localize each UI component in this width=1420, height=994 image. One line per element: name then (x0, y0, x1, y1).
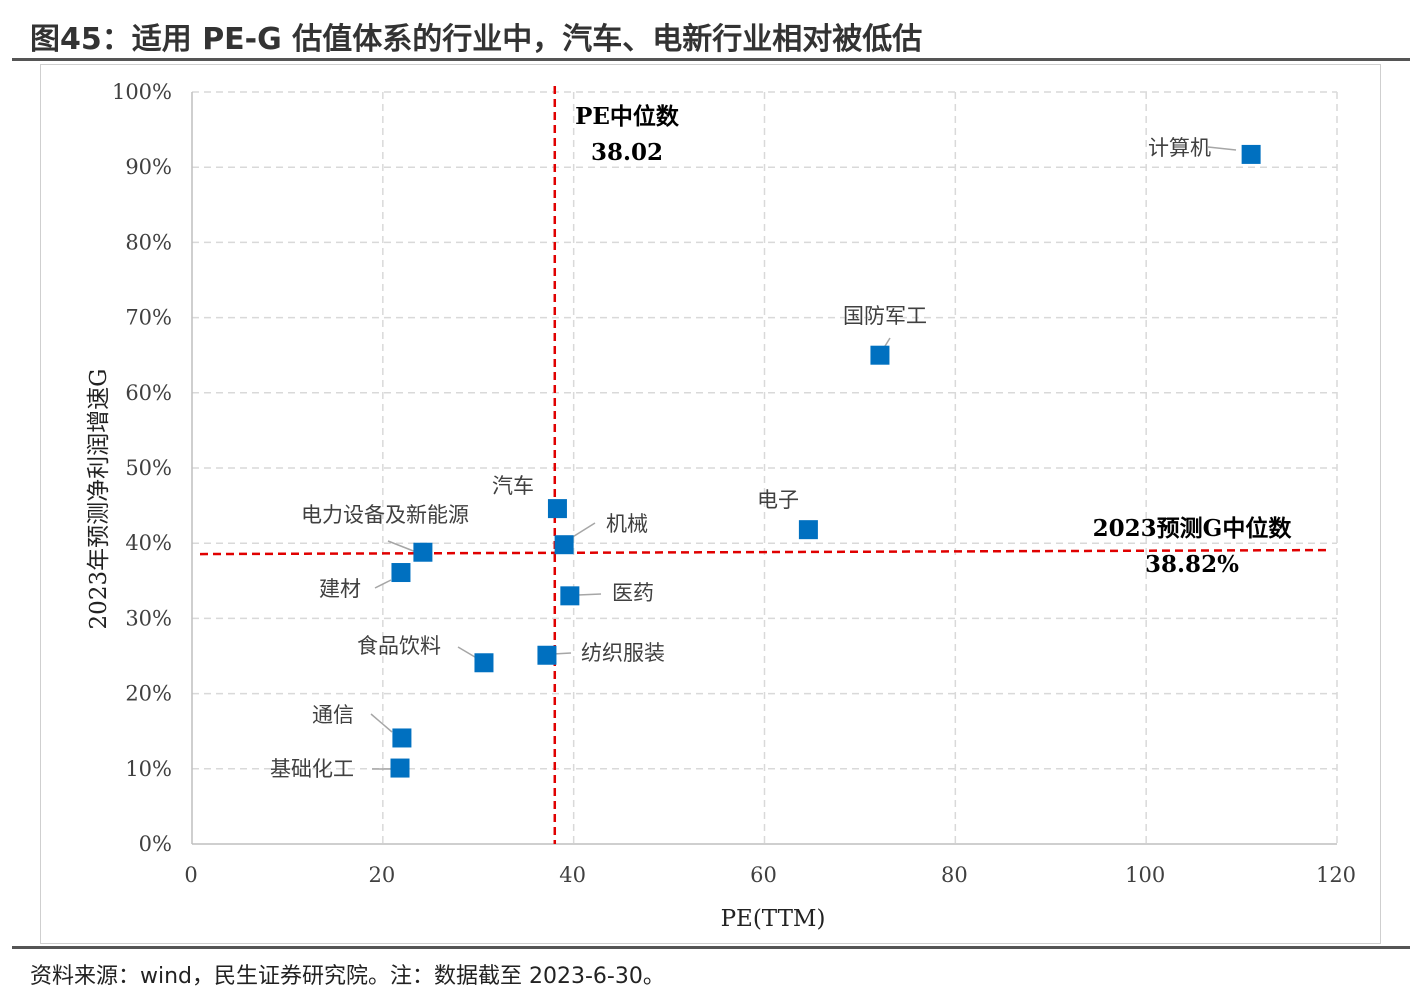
y-tick-label: 40% (125, 531, 172, 555)
y-tick-label: 20% (125, 682, 172, 706)
x-tick-label: 40 (559, 863, 586, 887)
median-pe-label-line2: 38.02 (591, 139, 663, 166)
y-tick-label: 70% (125, 306, 172, 330)
x-tick-label: 120 (1316, 863, 1356, 887)
point-label: 国防军工 (843, 304, 927, 328)
median-g-line (199, 548, 1329, 556)
point-label: 食品饮料 (357, 634, 441, 658)
y-tick-label: 80% (125, 230, 172, 254)
point-label: 医药 (612, 581, 654, 605)
leader-line (387, 540, 417, 553)
label-leader-lines (370, 146, 1237, 770)
point-label: 机械 (606, 512, 648, 536)
median-pe-label-line1: PE中位数 (575, 103, 680, 130)
data-point (537, 645, 557, 665)
point-label: 纺织服装 (581, 641, 665, 665)
leader-line (577, 593, 602, 596)
data-point (474, 653, 494, 673)
source-note: 资料来源：wind，民生证券研究院。注：数据截至 2023-6-30。 (30, 964, 665, 989)
leader-line (1207, 146, 1237, 151)
data-point (870, 345, 890, 365)
title-divider (12, 58, 1410, 61)
data-points (390, 144, 1261, 778)
source-divider (12, 946, 1410, 949)
point-label: 计算机 (1148, 136, 1211, 160)
y-axis-title: 2023年预测净利润增速G (86, 369, 112, 630)
point-label: 电子 (757, 488, 799, 512)
data-point (554, 535, 574, 555)
data-point (392, 728, 412, 748)
x-tick-label: 80 (941, 863, 968, 887)
chart-title: 图45：适用 PE-G 估值体系的行业中，汽车、电新行业相对被低估 (30, 22, 923, 57)
median-lines (199, 86, 1329, 844)
point-label: 基础化工 (270, 757, 354, 781)
x-tick-label: 20 (368, 863, 395, 887)
point-label: 建材 (319, 577, 361, 601)
data-point (1241, 144, 1261, 164)
median-g-label-line1: 2023预测G中位数 (1093, 515, 1293, 542)
tick-labels: 0% 10% 20% 30% 40% 50% 60% 70% 80% 90% 100% 0 20 40 60… (112, 80, 1356, 887)
point-label: 汽车 (492, 474, 534, 498)
median-g-label-line2: 38.82% (1145, 551, 1239, 578)
y-tick-label: 100% (112, 80, 172, 104)
point-label: 电力设备及新能源 (301, 503, 469, 527)
y-tick-label: 10% (125, 757, 172, 781)
leader-line (374, 579, 392, 589)
point-label: 通信 (312, 703, 354, 727)
y-tick-label: 60% (125, 381, 172, 405)
x-tick-label: 100 (1125, 863, 1165, 887)
leader-line (570, 522, 596, 539)
y-tick-label: 0% (139, 832, 172, 856)
data-point (413, 542, 433, 562)
x-tick-label: 0 (184, 863, 197, 887)
data-point (391, 563, 411, 583)
y-tick-label: 50% (125, 456, 172, 480)
data-point (560, 586, 580, 606)
grid-lines (192, 91, 1338, 844)
data-point (390, 758, 410, 778)
x-tick-label: 60 (750, 863, 777, 887)
data-point (798, 520, 818, 540)
axes (191, 92, 1337, 845)
leader-line (370, 713, 393, 733)
y-tick-label: 90% (125, 155, 172, 179)
chart-frame (40, 64, 1381, 944)
x-axis-title: PE(TTM) (721, 906, 826, 932)
data-point (547, 499, 567, 519)
y-tick-label: 30% (125, 606, 172, 630)
